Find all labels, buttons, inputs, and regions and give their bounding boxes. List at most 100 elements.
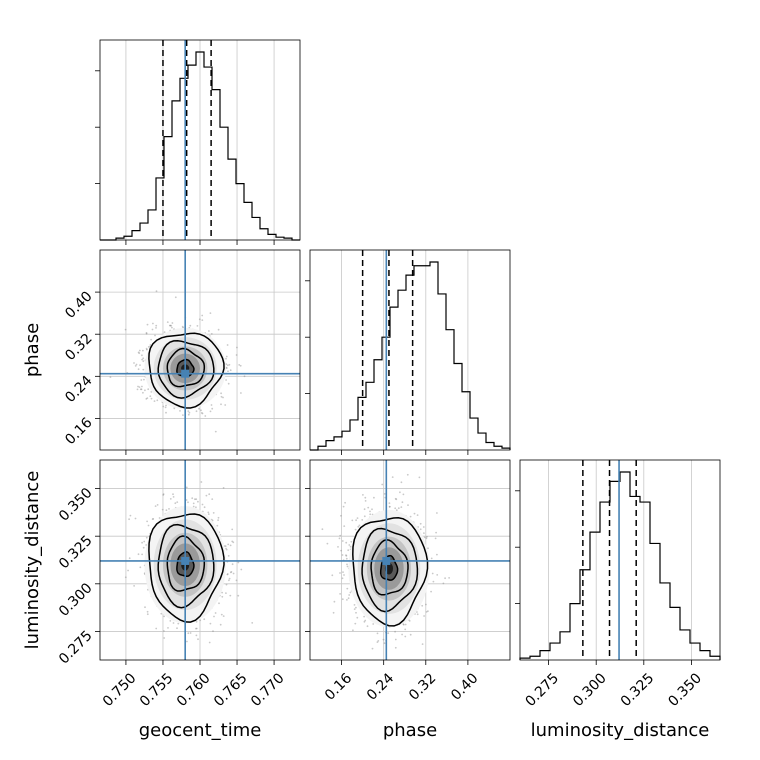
sample-point	[195, 634, 198, 637]
sample-point	[224, 545, 227, 547]
contour-line	[148, 513, 225, 623]
sample-point	[137, 351, 140, 354]
sample-point	[346, 565, 349, 568]
sample-point	[225, 547, 227, 550]
sample-point	[156, 399, 159, 402]
sample-point	[388, 505, 391, 508]
sample-point	[353, 604, 356, 606]
sample-point	[186, 640, 188, 643]
sample-point	[210, 333, 213, 335]
sample-point	[225, 355, 228, 358]
scatter-phase-luminosity_distance: 0.16 0.24 0.32 0.40	[305, 459, 511, 704]
sample-point	[176, 501, 179, 503]
sample-point	[146, 610, 149, 613]
sample-point	[402, 493, 405, 496]
sample-point	[128, 518, 131, 521]
sample-point	[200, 412, 203, 414]
axes-frame	[99, 39, 301, 241]
sample-point	[339, 593, 341, 595]
sample-point	[140, 379, 143, 381]
sample-point	[149, 395, 152, 398]
sample-point	[432, 580, 435, 583]
sample-point	[167, 627, 169, 629]
sample-point	[222, 396, 224, 399]
sample-point	[145, 347, 148, 350]
sample-point	[448, 577, 450, 579]
sample-point	[363, 515, 366, 518]
sample-point	[408, 620, 411, 622]
sample-point	[421, 643, 424, 645]
sample-point	[355, 606, 357, 609]
sample-point	[147, 524, 150, 527]
x-tick-label: 0.300	[570, 670, 610, 710]
contour-line	[370, 539, 409, 596]
sample-point	[142, 546, 145, 549]
sample-point	[177, 622, 180, 625]
sample-point	[139, 388, 142, 391]
sample-point	[165, 509, 168, 512]
sample-point	[356, 616, 359, 619]
sample-point	[416, 613, 419, 616]
sample-point	[377, 640, 380, 642]
x-tick-label: 0.40	[448, 670, 481, 703]
sample-point	[430, 590, 432, 593]
sample-point	[146, 397, 149, 399]
sample-point	[216, 524, 219, 527]
sample-point	[155, 327, 157, 329]
x-tick-label: 0.275	[523, 670, 563, 710]
sample-point	[150, 397, 153, 400]
sample-point	[237, 594, 240, 597]
sample-point	[419, 528, 422, 531]
sample-point	[219, 623, 222, 626]
sample-point	[362, 494, 364, 496]
sample-point	[201, 319, 204, 321]
sample-point	[231, 528, 234, 531]
sample-point	[214, 430, 217, 433]
sample-point	[142, 349, 144, 352]
sample-point	[141, 541, 144, 544]
sample-point	[355, 519, 357, 522]
sample-point	[388, 505, 391, 508]
sample-point	[152, 518, 155, 520]
sample-point	[413, 512, 416, 515]
sample-point	[224, 404, 227, 406]
sample-point	[179, 410, 181, 412]
sample-point	[369, 513, 372, 516]
sample-point	[145, 332, 148, 334]
sample-point	[345, 557, 348, 560]
sample-point	[172, 622, 175, 624]
sample-point	[400, 506, 403, 508]
sample-point	[341, 577, 344, 580]
sample-point	[436, 553, 438, 556]
sample-point	[423, 532, 425, 534]
x-tick-label: 0.750	[100, 670, 140, 710]
sample-point	[343, 574, 345, 576]
sample-point	[381, 483, 384, 486]
sample-point	[348, 594, 351, 596]
sample-point	[226, 573, 229, 575]
sample-point	[363, 615, 365, 618]
sample-point	[371, 647, 374, 650]
sample-point	[195, 506, 197, 509]
sample-point	[400, 481, 403, 484]
sample-point	[228, 579, 230, 582]
sample-point	[109, 376, 112, 378]
sample-point	[198, 318, 201, 321]
sample-point	[152, 322, 154, 325]
sample-point	[155, 290, 158, 293]
contour-line	[176, 358, 195, 378]
sample-point	[162, 405, 165, 408]
sample-point	[136, 388, 139, 391]
sample-point	[222, 615, 225, 617]
sample-point	[399, 491, 401, 494]
sample-point	[198, 407, 200, 410]
sample-point	[235, 354, 238, 356]
sample-point	[208, 330, 210, 332]
sample-point	[201, 503, 204, 506]
sample-point	[409, 633, 412, 636]
sample-point	[240, 568, 243, 571]
sample-point	[129, 514, 132, 517]
sample-point	[427, 547, 429, 550]
sample-point	[201, 314, 204, 317]
sample-point	[195, 627, 198, 630]
